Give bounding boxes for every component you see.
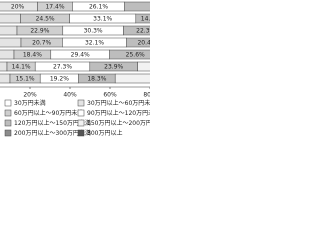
value-label: 18.4% — [23, 52, 42, 59]
value-label: 18.3% — [87, 76, 106, 83]
legend-label: 300万円以上 — [87, 129, 122, 137]
legend-label: 30万円以上～60万円未満 — [87, 99, 150, 107]
value-label: 29.4% — [71, 52, 90, 59]
bar-segment — [114, 73, 150, 84]
value-label: 33.1% — [93, 16, 112, 23]
legend-label: 120万円以上～150万円未満 — [14, 119, 91, 127]
bar-segment — [123, 25, 150, 36]
value-label: 15.1% — [16, 76, 35, 83]
legend-swatch — [4, 119, 12, 127]
legend-swatch — [4, 109, 12, 117]
value-label: 30.3% — [84, 28, 103, 35]
bar-segment — [0, 25, 18, 36]
legend-label: 200万円以上～300万円未満 — [14, 129, 91, 137]
value-label: 14.1% — [12, 64, 31, 71]
legend-label: 60万円以上～90万円未満 — [14, 109, 83, 117]
legend-swatch — [77, 129, 85, 137]
legend-swatch — [77, 99, 85, 107]
legend-label: 30万円未満 — [14, 99, 46, 107]
legend-swatch — [77, 119, 85, 127]
value-label: 27.3% — [53, 64, 72, 71]
value-label: 20.4% — [137, 40, 150, 47]
value-label: 17.4% — [45, 4, 64, 11]
bar-segment — [0, 61, 8, 72]
x-tick-label: 40% — [63, 92, 77, 99]
bar-segment — [0, 73, 11, 84]
value-label: 20% — [11, 4, 25, 11]
legend-swatch — [77, 109, 85, 117]
bar-segment — [109, 49, 150, 60]
x-tick-label: 60% — [103, 92, 117, 99]
value-label: 32.1% — [85, 40, 104, 47]
bar-segment — [126, 37, 150, 48]
value-label: 19.2% — [50, 76, 69, 83]
page: {"chart_data": {"type": "stacked-bar-hor… — [0, 1, 150, 137]
bar-segment — [0, 49, 15, 60]
bar-segment — [0, 37, 22, 48]
value-label: 20.7% — [32, 40, 51, 47]
x-tick-label: 20% — [23, 92, 37, 99]
value-label: 22.3% — [136, 28, 150, 35]
chart: 0%20%40%60%80%100%20%17.4%26.1%24.5%33.1… — [0, 1, 150, 137]
legend-label: 150万円以上～200万円未満 — [87, 119, 150, 127]
value-label: 14.5% — [141, 16, 150, 23]
bar-segment — [135, 13, 150, 24]
value-label: 24.5% — [36, 16, 55, 23]
x-tick-label: 80% — [143, 92, 150, 99]
legend-swatch — [4, 99, 12, 107]
value-label: 25.6% — [126, 52, 145, 59]
value-label: 26.1% — [89, 4, 108, 11]
bar-segment — [0, 13, 21, 24]
legend-label: 90万円以上～120万円未満 — [87, 109, 150, 117]
legend-swatch — [4, 129, 12, 137]
value-label: 23.9% — [104, 64, 123, 71]
bar-segment — [137, 61, 150, 72]
bar-segment — [124, 1, 150, 12]
value-label: 22.9% — [30, 28, 49, 35]
